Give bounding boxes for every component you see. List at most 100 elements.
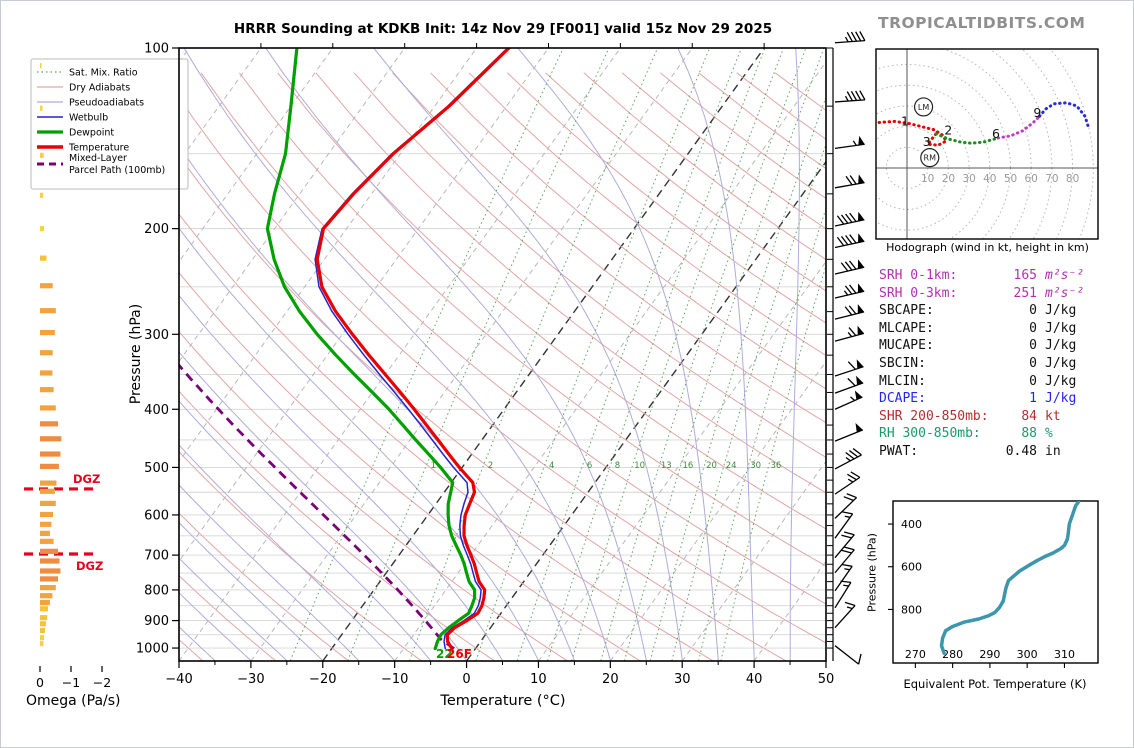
- stat-label: SBCAPE:: [879, 303, 934, 319]
- surface-temperature-label: 26F: [447, 647, 472, 661]
- wetbulb-curve: [314, 48, 509, 650]
- svg-text:800: 800: [144, 583, 169, 598]
- svg-text:50: 50: [1004, 173, 1017, 185]
- stat-value: 0: [1029, 320, 1037, 336]
- svg-text:24: 24: [726, 461, 737, 471]
- svg-text:−10: −10: [381, 672, 408, 687]
- svg-text:100: 100: [144, 42, 169, 57]
- stat-unit: J/kg: [1045, 355, 1077, 371]
- stat-label: SBCIN:: [879, 355, 926, 371]
- legend-item-label: Wetbulb: [69, 113, 108, 124]
- svg-text:800: 800: [901, 603, 922, 616]
- svg-text:20: 20: [602, 672, 619, 687]
- stat-label: RH 300-850mb:: [879, 426, 981, 442]
- stat-value: 165: [1013, 268, 1037, 283]
- stat-label: SHR 200-850mb:: [879, 408, 989, 424]
- stat-unit: in: [1045, 443, 1061, 459]
- svg-text:50: 50: [818, 672, 835, 687]
- svg-text:40: 40: [746, 672, 763, 687]
- svg-text:310: 310: [1054, 648, 1075, 661]
- wind-barb-column: [827, 31, 866, 665]
- stat-value: 0: [1029, 303, 1037, 319]
- stat-label: MLCAPE:: [879, 320, 934, 336]
- stat-row: SBCAPE: 0 J/kg: [879, 302, 1114, 320]
- svg-text:2: 2: [488, 461, 493, 471]
- svg-text:500: 500: [144, 461, 169, 476]
- svg-text:3: 3: [923, 134, 931, 149]
- svg-text:−20: −20: [309, 672, 336, 687]
- svg-text:4: 4: [549, 461, 554, 471]
- stat-label: PWAT:: [879, 443, 919, 459]
- svg-text:RM: RM: [924, 154, 937, 163]
- skewt-legend: Sat. Mix. Ratio Dry Adiabats Pseudoadiabat…: [30, 58, 189, 190]
- temperature-axis-label: Temperature (°C): [440, 693, 566, 709]
- svg-text:0: 0: [36, 675, 44, 690]
- sounding-indices-panel: SRH 0-1km: 165 m²s⁻² SRH 0-3km: 251 m²s⁻² SBCA…: [879, 267, 1114, 461]
- surface-dewpoint-label: 22: [436, 647, 453, 661]
- parcel-path-curve: [179, 363, 455, 650]
- stat-label: DCAPE:: [879, 391, 926, 407]
- stat-label: MUCAPE:: [879, 338, 934, 354]
- svg-text:300: 300: [1017, 648, 1038, 661]
- stat-label: SRH 0-3km:: [879, 285, 958, 301]
- stat-unit: J/kg: [1045, 391, 1077, 407]
- omega-bars: [40, 63, 62, 647]
- thetae-panel: 400 600 800 270 280 290 300 310: [888, 500, 1099, 668]
- stat-value: 251: [1013, 285, 1037, 301]
- svg-text:40: 40: [983, 173, 996, 185]
- svg-text:−40: −40: [165, 672, 192, 687]
- legend-item-label: Mixed-Layer: [69, 153, 127, 164]
- tropicaltidbits-watermark: TROPICALTIDBITS.COM: [878, 14, 1086, 32]
- svg-text:9: 9: [1033, 105, 1041, 120]
- dewpoint-curve: [265, 48, 477, 651]
- stat-row: DCAPE: 1 J/kg: [879, 390, 1114, 408]
- stat-unit: J/kg: [1045, 320, 1077, 336]
- hodograph-caption: Hodograph (wind in kt, height in km): [886, 241, 1089, 254]
- hodograph-trace-6-9km: [996, 114, 1041, 140]
- dgz-label-lower: DGZ: [76, 559, 104, 573]
- svg-text:10: 10: [634, 461, 645, 471]
- stat-value: 0.48: [1005, 443, 1037, 459]
- stat-unit: m²s⁻²: [1045, 268, 1085, 283]
- svg-text:600: 600: [901, 561, 922, 574]
- stat-row: PWAT: 0.48 in: [879, 443, 1114, 461]
- hodograph-trace-9+km: [1038, 101, 1091, 132]
- svg-text:10: 10: [921, 173, 934, 185]
- stat-value: 1: [1029, 391, 1037, 407]
- svg-text:36: 36: [770, 461, 781, 471]
- svg-text:1: 1: [431, 461, 436, 471]
- stat-row: SRH 0-3km: 251 m²s⁻²: [879, 285, 1114, 303]
- stat-row: MLCAPE: 0 J/kg: [879, 320, 1114, 338]
- svg-text:70: 70: [1045, 173, 1058, 185]
- legend-item-label: Dewpoint: [69, 128, 114, 139]
- svg-text:8: 8: [615, 461, 620, 471]
- stat-row: MUCAPE: 0 J/kg: [879, 337, 1114, 355]
- svg-text:−30: −30: [237, 672, 264, 687]
- svg-text:6: 6: [587, 461, 592, 471]
- svg-text:280: 280: [942, 648, 963, 661]
- stat-value: 84: [1021, 408, 1037, 424]
- mixing-ratio-labels: 1 2 4 6 8 10 13 16 20 24 30 36: [431, 461, 782, 471]
- stat-row: SBCIN: 0 J/kg: [879, 355, 1114, 373]
- temperature-curve: [315, 48, 511, 651]
- stat-value: 0: [1029, 355, 1037, 371]
- stat-row: SHR 200-850mb: 84 kt: [879, 408, 1114, 426]
- stat-row: SRH 0-1km: 165 m²s⁻²: [879, 267, 1114, 285]
- stat-unit: J/kg: [1045, 373, 1077, 389]
- legend-item-label: Dry Adiabats: [69, 83, 130, 94]
- svg-text:400: 400: [144, 403, 169, 418]
- thetae-curve-group: [939, 501, 1081, 655]
- stat-label: SRH 0-1km:: [879, 268, 958, 283]
- svg-text:−1: −1: [62, 675, 80, 690]
- stat-value: 0: [1029, 373, 1037, 389]
- svg-text:60: 60: [1025, 173, 1038, 185]
- svg-text:1: 1: [901, 113, 909, 128]
- svg-text:400: 400: [901, 518, 922, 531]
- thetae-x-axis-label: Equivalent Pot. Temperature (K): [903, 677, 1087, 691]
- legend-item-label: Temperature: [68, 143, 129, 154]
- svg-text:30: 30: [674, 672, 691, 687]
- pressure-axis-label: Pressure (hPa): [128, 303, 144, 405]
- legend-item-label: Pseudoadiabats: [69, 98, 144, 109]
